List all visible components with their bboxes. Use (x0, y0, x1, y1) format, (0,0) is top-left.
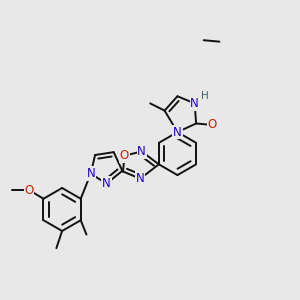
Text: O: O (25, 184, 34, 196)
Text: N: N (86, 167, 95, 180)
Text: N: N (173, 126, 182, 139)
Text: N: N (137, 145, 146, 158)
Text: N: N (136, 172, 145, 185)
Text: N: N (190, 97, 199, 110)
Text: O: O (120, 149, 129, 162)
Text: N: N (102, 177, 111, 190)
Text: H: H (201, 91, 208, 100)
Text: O: O (207, 118, 217, 131)
